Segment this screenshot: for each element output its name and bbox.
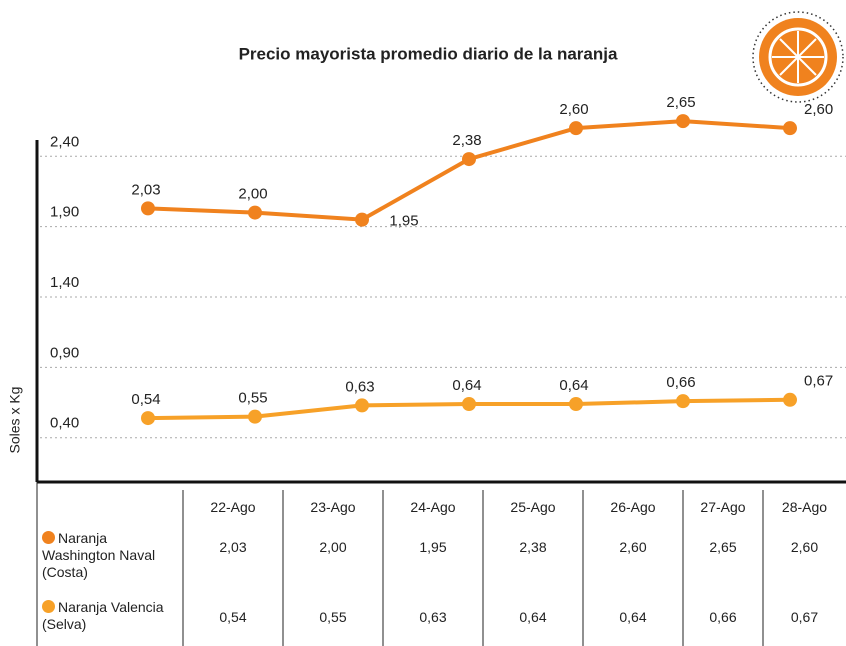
table-cell: 0,63 [419, 609, 447, 625]
column-header: 25-Ago [510, 499, 556, 515]
point [569, 121, 583, 136]
y-tick-label: 1,40 [50, 274, 79, 291]
point [248, 205, 262, 220]
table-cell: 0,54 [219, 609, 247, 625]
table-cell: 1,95 [419, 539, 447, 555]
table-lines [36, 482, 764, 646]
data-label: 0,63 [345, 378, 374, 395]
column-header: 22-Ago [210, 499, 256, 515]
table-cell: 2,38 [519, 539, 547, 555]
y-tick-label: 0,40 [50, 415, 79, 432]
point [783, 121, 797, 136]
point [783, 392, 797, 407]
table-cell: 0,64 [519, 609, 547, 625]
table-cell: 2,60 [619, 539, 647, 555]
legend-entry: Naranja Valencia (Selva) [42, 594, 182, 638]
table-cell: 0,67 [790, 609, 819, 625]
data-label: 0,55 [238, 390, 267, 407]
data-label: 0,54 [131, 391, 160, 408]
point [462, 152, 476, 167]
point [141, 411, 155, 426]
column-header: 24-Ago [410, 499, 456, 515]
table-cell: 2,65 [709, 539, 737, 555]
legend-swatch [42, 600, 55, 613]
column-header: 26-Ago [610, 499, 656, 515]
legend-entry: Naranja Washington Naval (Costa) [42, 522, 182, 588]
data-label: 2,60 [804, 101, 833, 118]
data-label: 2,38 [452, 132, 481, 149]
y-tick-label: 2,40 [50, 133, 79, 150]
table-cell: 0,55 [319, 609, 347, 625]
table-cell: 0,66 [709, 609, 737, 625]
chart-title: Precio mayorista promedio diario de la n… [239, 44, 618, 63]
data-label: 1,95 [389, 213, 418, 230]
point [355, 212, 369, 227]
y-axis-label: Soles x Kg [7, 387, 23, 454]
data-label: 2,03 [131, 181, 160, 198]
data-label: 2,60 [559, 101, 588, 118]
point [248, 409, 262, 424]
y-tick-label: 0,90 [50, 344, 79, 361]
column-header: 23-Ago [310, 499, 356, 515]
orange-icon [752, 11, 844, 103]
point [141, 201, 155, 216]
column-header: 27-Ago [700, 499, 746, 515]
table-cell: 2,03 [219, 539, 247, 555]
data-label: 0,64 [452, 377, 481, 394]
point [355, 398, 369, 413]
table-cell: 2,60 [790, 539, 819, 555]
y-tick-label: 1,90 [50, 204, 79, 221]
legend-swatch [42, 530, 55, 544]
data-label: 0,64 [559, 377, 588, 394]
table-cell: 2,00 [319, 539, 347, 555]
data-label: 2,65 [666, 94, 695, 111]
legend-label: Naranja Washington Naval (Costa) [42, 529, 156, 580]
data-label: 0,67 [804, 373, 833, 390]
point [569, 397, 583, 411]
point [676, 114, 690, 129]
data-label: 0,66 [666, 374, 695, 391]
data-label: 2,00 [238, 186, 267, 203]
point [462, 397, 476, 411]
table-cell: 0,64 [619, 609, 647, 625]
point [676, 394, 690, 409]
legend-label: Naranja Valencia (Selva) [42, 599, 164, 632]
column-header: 28-Ago [781, 499, 828, 515]
